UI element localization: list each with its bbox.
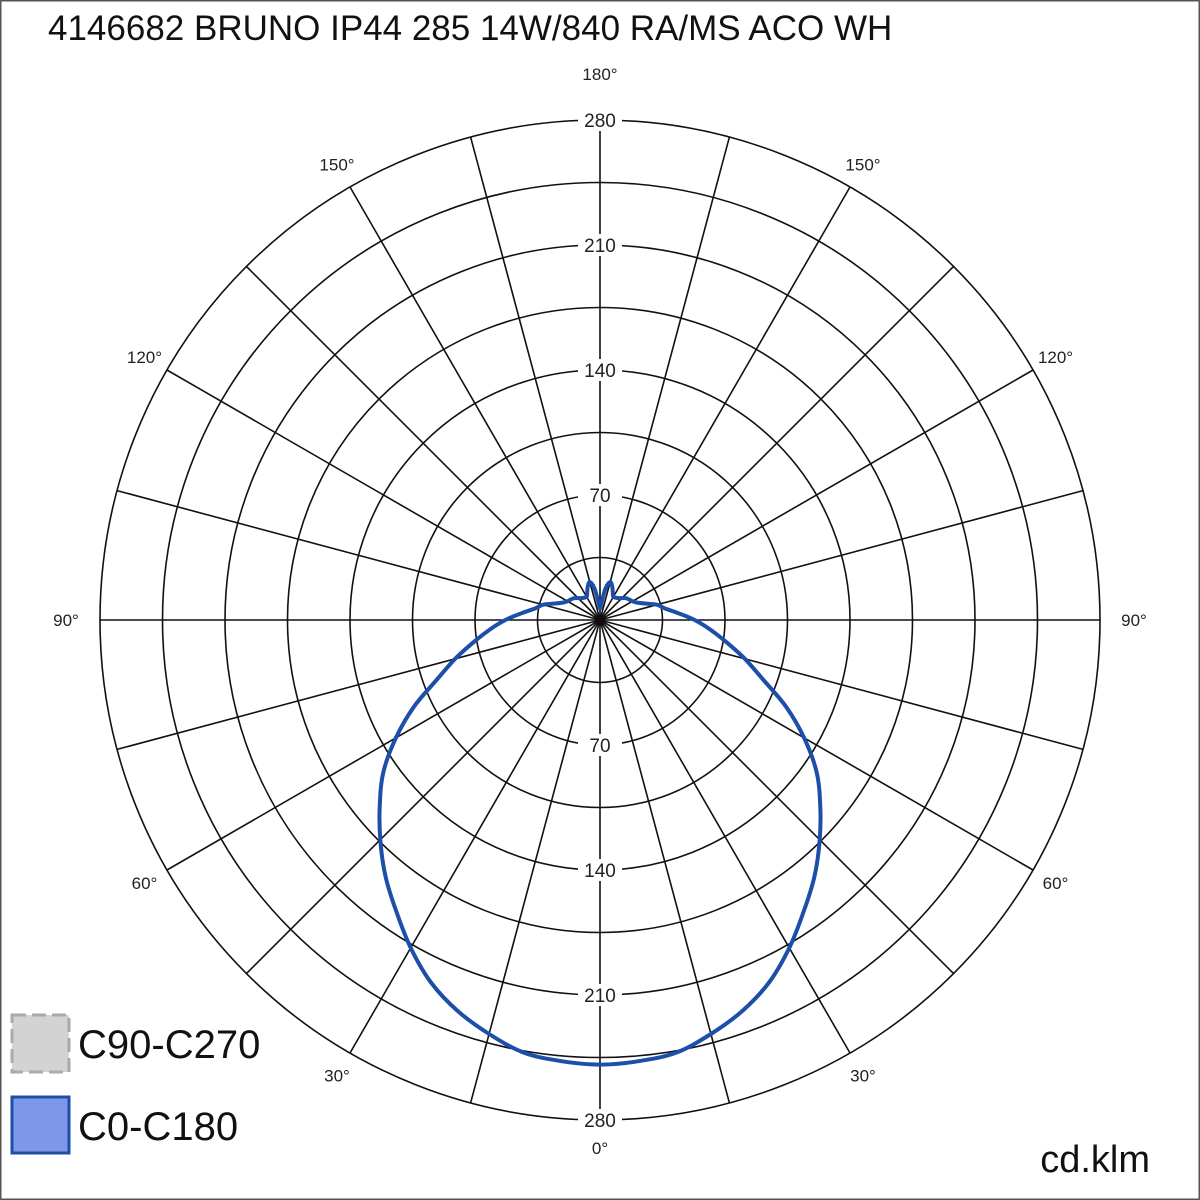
grid-radial-line — [599, 136, 731, 621]
angle-label: 60° — [132, 874, 158, 893]
grid-radial-line — [116, 619, 601, 751]
grid-radial-line — [349, 186, 601, 621]
tick-label-bg — [578, 1109, 622, 1131]
grid-radial-line — [599, 619, 851, 1054]
legend: C90-C270 C0-C180 — [10, 1013, 260, 1155]
series-curves — [377, 580, 823, 1067]
chart-title: 4146682 BRUNO IP44 285 14W/840 RA/MS ACO… — [48, 9, 892, 48]
tick-label-bg — [578, 234, 622, 256]
grid-radial-line — [599, 489, 1084, 621]
angle-labels: 0° 30° 30° 60° 60° 90° 90° 120° 120° 150° 150° 180° — [53, 65, 1147, 1158]
radial-tick-label: 140 — [584, 361, 616, 382]
grid-radial-line — [245, 619, 601, 975]
angle-label: 60° — [1043, 874, 1069, 893]
radial-tick-label: 280 — [584, 111, 616, 132]
angle-label: 90° — [53, 611, 79, 630]
grid-radial-line — [166, 619, 601, 871]
grid-radial-line — [599, 619, 1034, 871]
grid-radial-line — [245, 265, 601, 621]
grid-radial-line — [599, 619, 955, 975]
radial-tick-label: 70 — [589, 736, 610, 757]
angle-label: 30° — [850, 1067, 876, 1086]
angle-label: 150° — [319, 155, 354, 174]
grid-radial-line — [166, 369, 601, 621]
tick-label-bg — [578, 484, 622, 506]
angle-label: 30° — [324, 1067, 350, 1086]
radial-tick-label: 140 — [584, 861, 616, 882]
angle-label: 0° — [592, 1139, 608, 1158]
angle-label: 180° — [582, 65, 617, 84]
radial-tick-label: 280 — [584, 1111, 616, 1132]
angle-label: 120° — [127, 348, 162, 367]
legend-label-c90-c270: C90-C270 — [78, 1023, 260, 1067]
tick-label-bg — [578, 359, 622, 381]
tick-label-bg — [578, 859, 622, 881]
angle-label: 90° — [1121, 611, 1147, 630]
legend-label-c0-c180: C0-C180 — [78, 1105, 238, 1149]
legend-swatch-c0-c180 — [10, 1095, 71, 1155]
grid-radial-line — [469, 619, 601, 1104]
grid-radial-line — [599, 619, 731, 1104]
radial-tick-label: 210 — [584, 236, 616, 257]
angle-label: 150° — [845, 155, 880, 174]
radial-tick-labels: 70 70 140 140 210 210 280 280 — [578, 109, 622, 1132]
grid-radial-line — [349, 619, 601, 1054]
grid-radial-line — [599, 265, 955, 621]
tick-label-bg — [578, 734, 622, 756]
grid-radial-line — [599, 369, 1034, 621]
tick-label-bg — [578, 109, 622, 131]
grid-radial-line — [599, 186, 851, 621]
series-curve-c0-c180 — [377, 580, 823, 1067]
legend-swatch-c90-c270 — [10, 1013, 71, 1074]
grid-radial-line — [469, 136, 601, 621]
grid-radial-line — [116, 489, 601, 621]
radial-tick-label: 210 — [584, 986, 616, 1007]
radial-tick-label: 70 — [589, 486, 610, 507]
unit-label: cd.klm — [1040, 1139, 1150, 1181]
polar-grid — [99, 119, 1101, 1121]
grid-radial-line — [599, 619, 1084, 751]
tick-label-bg — [578, 984, 622, 1006]
angle-label: 120° — [1038, 348, 1073, 367]
